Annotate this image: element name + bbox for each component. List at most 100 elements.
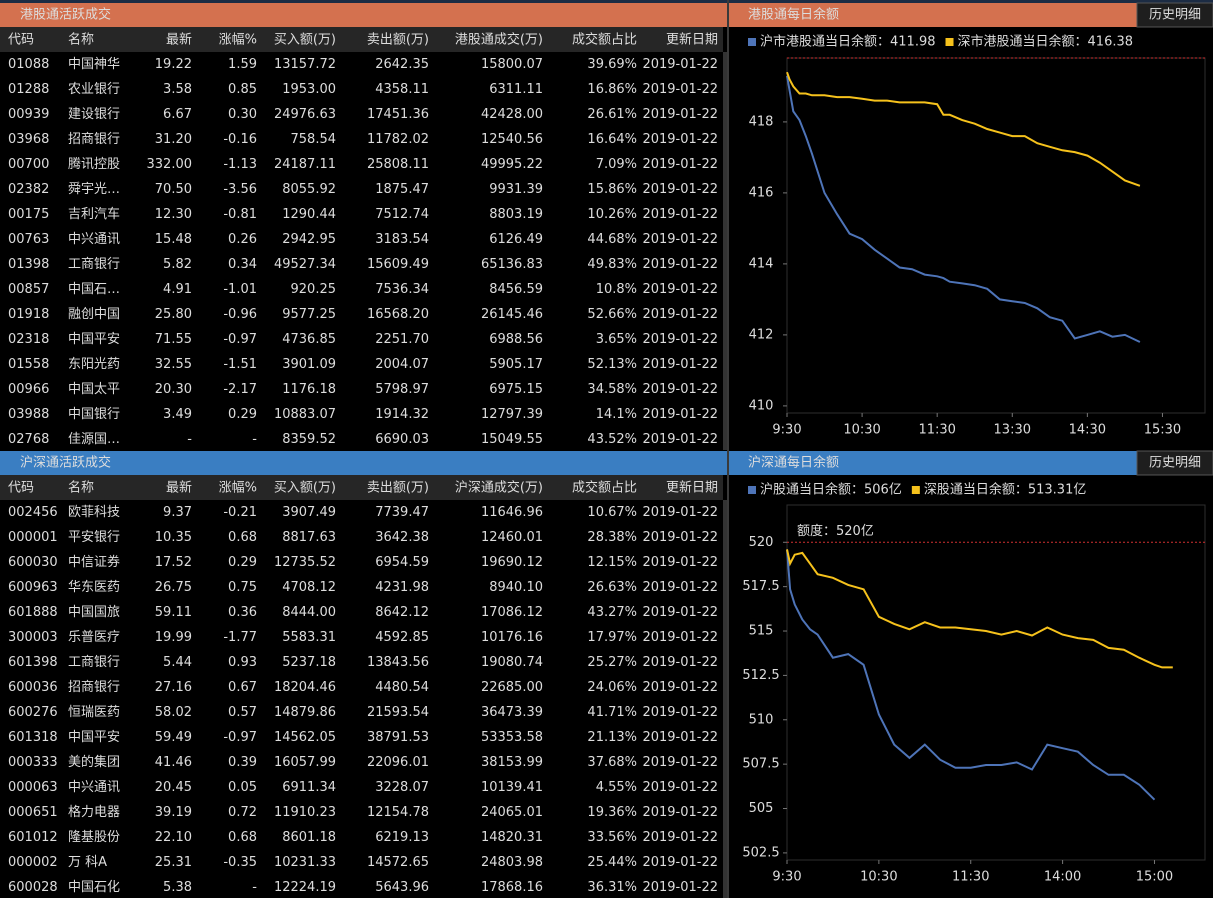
- table-cell: 0.29: [228, 407, 257, 422]
- legend-latest: 416.38: [1088, 35, 1134, 50]
- table-cell: 欧菲科技: [68, 505, 120, 520]
- table-cell: 0.26: [228, 232, 257, 247]
- table-cell: 2019-01-22: [642, 157, 718, 172]
- table-cell: 3907.49: [282, 505, 336, 520]
- table-cell: 17.97%: [587, 630, 637, 645]
- y-tick-label: 520: [749, 535, 774, 550]
- table-cell: 美的集团: [68, 754, 120, 770]
- table-cell: 中国石化: [68, 880, 120, 895]
- table-cell: 中国平安: [68, 332, 120, 347]
- table-cell: 5.82: [163, 257, 192, 272]
- table-cell: 工商银行: [68, 655, 120, 670]
- table-cell: 26.61%: [587, 107, 637, 122]
- table-cell: 02768: [8, 432, 49, 447]
- table-cell: 7.09%: [596, 157, 637, 172]
- table-cell: 8940.10: [489, 580, 543, 595]
- table-cell: 17451.36: [367, 107, 429, 122]
- table-cell: 3642.38: [375, 530, 429, 545]
- table-cell: 佳源国…: [68, 432, 120, 447]
- table-cell: 71.55: [155, 332, 192, 347]
- table-cell: 10.26%: [587, 207, 637, 222]
- table-cell: 00966: [8, 382, 49, 397]
- table-cell: 332.00: [147, 157, 193, 172]
- table-cell: 25.27%: [587, 655, 637, 670]
- table-cell: 2019-01-22: [642, 132, 718, 147]
- y-tick-label: 517.5: [742, 579, 779, 594]
- table-cell: 招商银行: [68, 132, 120, 147]
- table-cell: 59.11: [155, 605, 192, 620]
- table-cell: 000063: [8, 780, 58, 795]
- table-cell: 10231.33: [274, 855, 336, 870]
- table-cell: 2019-01-22: [642, 680, 718, 695]
- table-cell: 1.59: [228, 57, 257, 72]
- history-button-label[interactable]: 历史明细: [1149, 8, 1201, 23]
- table-cell: 2019-01-22: [642, 555, 718, 570]
- table-cell: 25808.11: [367, 157, 429, 172]
- x-tick-label: 10:30: [843, 423, 880, 438]
- x-tick-label: 10:30: [860, 870, 897, 885]
- y-tick-label: 410: [749, 398, 774, 413]
- table-cell: 18204.46: [274, 680, 336, 695]
- column-header: 涨幅%: [219, 481, 257, 496]
- scrollbar: [723, 52, 727, 450]
- table-cell: -0.97: [223, 730, 257, 745]
- table-cell: 2019-01-22: [642, 605, 718, 620]
- table-header-bar: [0, 27, 723, 52]
- table-header-bar: [0, 475, 723, 500]
- table-cell: 15800.07: [481, 57, 543, 72]
- table-cell: 31.20: [155, 132, 192, 147]
- table-cell: 44.68%: [587, 232, 637, 247]
- table-cell: 38791.53: [367, 730, 429, 745]
- table-cell: 舜宇光…: [68, 182, 120, 197]
- table-cell: 01088: [8, 57, 49, 72]
- table-cell: 38153.99: [481, 755, 543, 770]
- table-cell: 19080.74: [481, 655, 543, 670]
- history-button[interactable]: [1136, 450, 1213, 476]
- table-cell: 11646.96: [481, 505, 543, 520]
- chart-title: 沪深通每日余额: [748, 455, 839, 471]
- table-cell: 0.36: [228, 605, 257, 620]
- x-tick-label: 9:30: [772, 870, 801, 885]
- table-cell: 0.85: [228, 82, 257, 97]
- legend-swatch: [911, 486, 920, 494]
- table-cell: 25.44%: [587, 855, 637, 870]
- table-cell: 2019-01-22: [642, 880, 718, 895]
- series-line: [786, 549, 1156, 801]
- table-cell: 01288: [8, 82, 49, 97]
- plot-frame: [786, 504, 1206, 861]
- table-cell: 19.36%: [587, 805, 637, 820]
- table-cell: 28.38%: [587, 530, 637, 545]
- table-cell: 2019-01-22: [642, 780, 718, 795]
- table-cell: 4358.11: [375, 82, 429, 97]
- table-cell: 招商银行: [68, 680, 120, 695]
- table-cell: 15609.49: [367, 257, 429, 272]
- x-tick-label: 14:30: [1069, 423, 1106, 438]
- table-cell: 3.49: [163, 407, 192, 422]
- table-cell: 43.52%: [587, 432, 637, 447]
- table-cell: 58.02: [155, 705, 192, 720]
- column-header: 最新: [166, 32, 192, 48]
- table-cell: 36473.39: [481, 705, 543, 720]
- column-header: 名称: [68, 32, 94, 48]
- table-cell: 2019-01-22: [642, 57, 718, 72]
- table-cell: 隆基股份: [68, 830, 120, 845]
- table-cell: 2019-01-22: [642, 282, 718, 297]
- table-cell: 2019-01-22: [642, 232, 718, 247]
- table-cell: 8601.18: [282, 830, 336, 845]
- history-button-label[interactable]: 历史明细: [1149, 456, 1201, 471]
- table-cell: 15049.55: [481, 432, 543, 447]
- table-cell: 43.27%: [587, 605, 637, 620]
- table-cell: 2942.95: [282, 232, 336, 247]
- legend-label: 沪股通当日余额：: [760, 482, 864, 498]
- table-cell: 恒瑞医药: [68, 705, 120, 720]
- table-cell: 600276: [8, 705, 58, 720]
- table-cell: 03988: [8, 407, 49, 422]
- table-cell: 601012: [8, 830, 58, 845]
- legend-label: 深股通当日余额：: [924, 482, 1028, 498]
- history-button[interactable]: [1136, 2, 1213, 28]
- table-cell: 24065.01: [481, 805, 543, 820]
- table-cell: -1.51: [223, 357, 257, 372]
- table-cell: 3901.09: [282, 357, 336, 372]
- table-cell: 14820.31: [481, 830, 543, 845]
- table-cell: 5583.31: [282, 630, 336, 645]
